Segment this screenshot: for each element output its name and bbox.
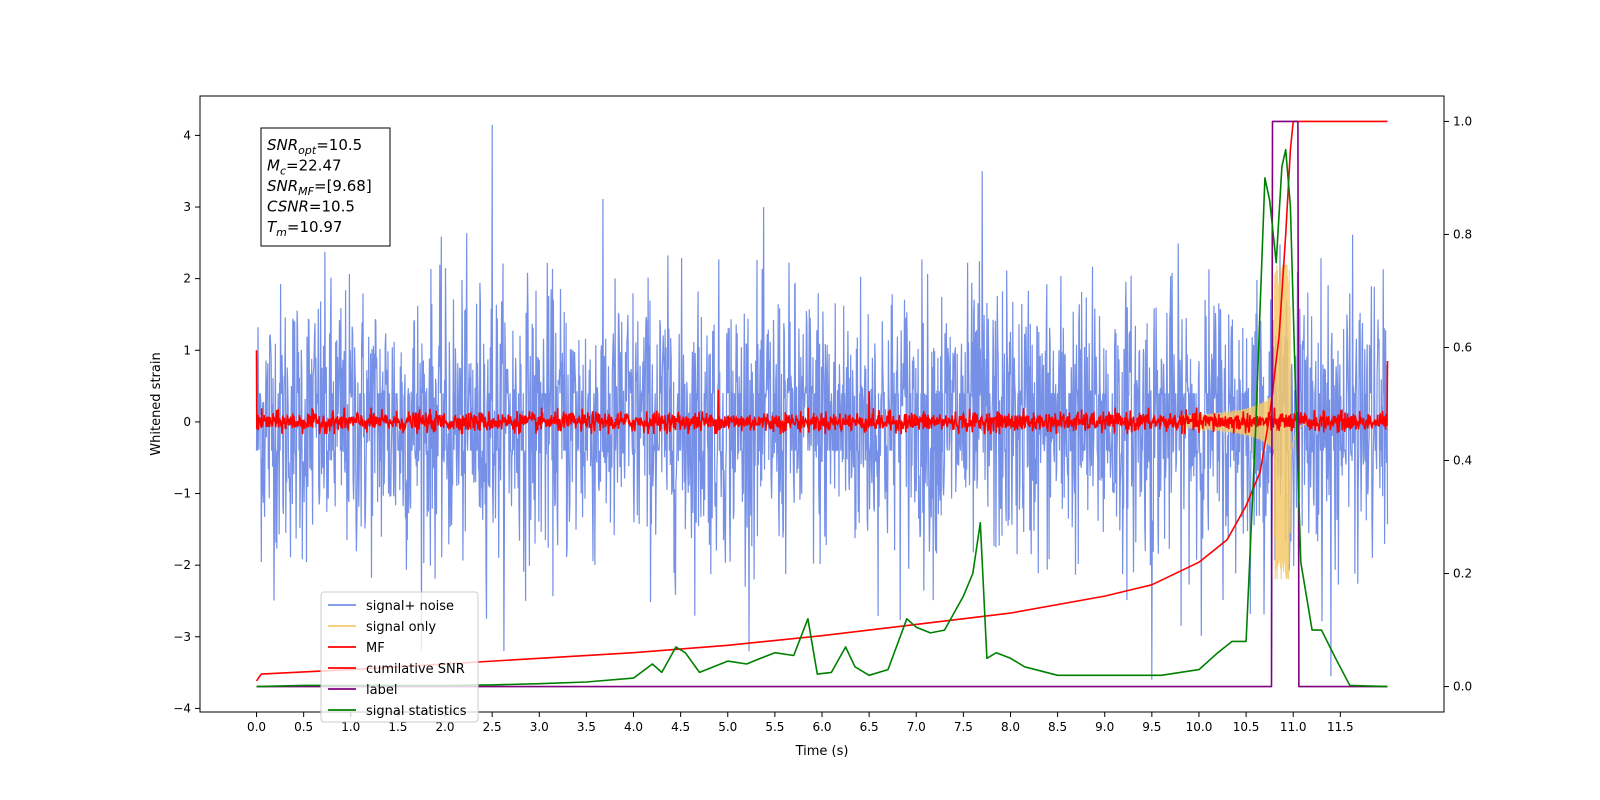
info-line: Tm=10.97 — [267, 218, 342, 239]
series-label — [256, 120, 1388, 688]
x-tick-label: 8.5 — [1048, 720, 1067, 734]
y-tick-label-right: 0.0 — [1453, 680, 1472, 694]
x-tick-label: 10.0 — [1186, 720, 1213, 734]
x-tick-label: 6.0 — [812, 720, 831, 734]
legend-label: signal statistics — [366, 704, 467, 719]
legend-label: MF — [366, 641, 385, 656]
x-tick-label: 4.5 — [671, 720, 690, 734]
x-tick-label: 0.0 — [247, 720, 266, 734]
x-tick-label: 3.0 — [530, 720, 549, 734]
y-axis-label-left: Whitened strain — [149, 352, 164, 455]
x-tick-label: 5.5 — [765, 720, 784, 734]
y-tick-label-left: 2 — [183, 272, 191, 286]
x-tick-label: 2.5 — [483, 720, 502, 734]
x-tick-label: 4.0 — [624, 720, 643, 734]
x-tick-label: 0.5 — [294, 720, 313, 734]
x-axis: 0.0 0.5 1.0 1.5 2.0 2.5 3.0 3.5 4.0 4.5 5.0 5.5 6.0 6… — [247, 712, 1354, 734]
y-tick-label-right: 0.2 — [1453, 567, 1472, 581]
x-tick-label: 7.0 — [907, 720, 926, 734]
info-line: SNRopt=10.5 — [267, 136, 362, 157]
series-mf — [255, 350, 1389, 435]
y-tick-label-right: 0.6 — [1453, 340, 1472, 354]
y-tick-label-left: 4 — [183, 128, 191, 142]
legend-label: signal+ noise — [366, 599, 454, 614]
x-tick-label: 9.0 — [1095, 720, 1114, 734]
x-tick-label: 6.5 — [860, 720, 879, 734]
x-tick-label: 2.0 — [435, 720, 454, 734]
y-axis-right: 1.0 0.8 0.6 0.4 0.2 0.0 — [1444, 114, 1472, 694]
y-tick-label-right: 1.0 — [1453, 114, 1472, 128]
info-box-frame — [260, 127, 391, 247]
legend-label: label — [366, 683, 397, 698]
info-box: SNRopt=10.5Mc=22.47SNRMF=[9.68]CSNR=10.5… — [260, 127, 391, 247]
series-signal-statistics — [256, 148, 1388, 688]
x-tick-label: 7.5 — [954, 720, 973, 734]
y-tick-label-left: −1 — [173, 487, 191, 501]
y-tick-label-left: 1 — [183, 343, 191, 357]
y-tick-label-right: 0.8 — [1453, 227, 1472, 241]
x-tick-label: 5.0 — [718, 720, 737, 734]
legend-label: cumilative SNR — [366, 662, 465, 677]
info-line: Mc=22.47 — [267, 157, 342, 178]
y-tick-label-left: 3 — [183, 200, 191, 214]
y-axis-left: 4 3 2 1 0 −1 −2 −3 −4 — [173, 128, 200, 715]
x-tick-label: 9.5 — [1142, 720, 1161, 734]
x-tick-label: 1.0 — [341, 720, 360, 734]
y-tick-label-left: −2 — [173, 558, 191, 572]
series-signal-noise — [255, 124, 1389, 680]
legend-frame — [320, 591, 479, 723]
plot-area — [255, 120, 1389, 688]
y-tick-label-left: 0 — [183, 415, 191, 429]
y-tick-label-left: −3 — [173, 630, 191, 644]
info-line: SNRMF=[9.68] — [267, 177, 372, 198]
x-tick-label: 8.0 — [1001, 720, 1020, 734]
y-tick-label-right: 0.4 — [1453, 454, 1472, 468]
legend: signal+ noise signal only MF cumilative SNR… — [320, 591, 479, 723]
x-axis-label: Time (s) — [795, 744, 849, 759]
series-cumulative-snr — [255, 120, 1388, 682]
x-tick-label: 1.5 — [388, 720, 407, 734]
x-tick-label: 10.5 — [1233, 720, 1260, 734]
legend-label: signal only — [366, 620, 436, 635]
y-tick-label-left: −4 — [173, 701, 191, 715]
x-tick-label: 3.5 — [577, 720, 596, 734]
info-line: CSNR=10.5 — [267, 198, 355, 216]
x-tick-label: 11.5 — [1327, 720, 1354, 734]
x-tick-label: 11.0 — [1280, 720, 1307, 734]
